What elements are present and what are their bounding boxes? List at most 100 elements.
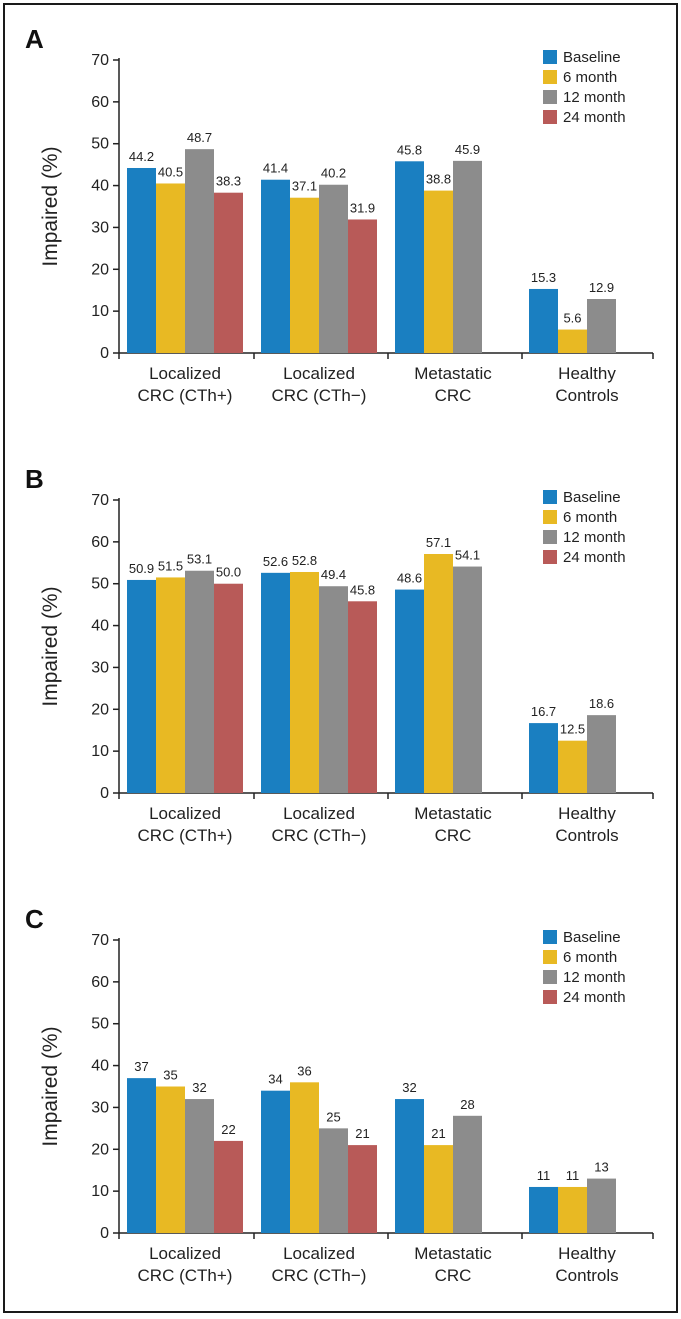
y-tick-label: 70 bbox=[91, 932, 109, 949]
data-label: 11 bbox=[566, 1168, 580, 1183]
y-tick-label: 20 bbox=[91, 701, 109, 718]
panel-letter: B bbox=[25, 464, 44, 494]
bar-24-month bbox=[214, 583, 243, 793]
y-tick-label: 70 bbox=[91, 52, 109, 69]
legend-label: 24 month bbox=[563, 109, 626, 126]
y-tick-label: 10 bbox=[91, 1183, 109, 1200]
data-label: 18.6 bbox=[589, 696, 614, 711]
legend-label: Baseline bbox=[563, 49, 621, 66]
data-label: 5.6 bbox=[563, 311, 581, 326]
category-label: Localized bbox=[149, 1244, 221, 1263]
bar-baseline bbox=[529, 723, 558, 793]
data-label: 34 bbox=[268, 1072, 282, 1087]
data-label: 37.1 bbox=[292, 179, 317, 194]
data-label: 15.3 bbox=[531, 270, 556, 285]
data-label: 35 bbox=[163, 1068, 177, 1083]
bar-6-month bbox=[558, 740, 587, 793]
category-label: Localized bbox=[283, 1244, 355, 1263]
category-label: CRC (CTh+) bbox=[138, 1266, 233, 1285]
bar-12-month bbox=[453, 566, 482, 793]
bar-24-month bbox=[348, 219, 377, 353]
y-tick-label: 40 bbox=[91, 178, 109, 195]
category-label: Localized bbox=[283, 804, 355, 823]
bar-12-month bbox=[453, 1115, 482, 1233]
data-label: 40.2 bbox=[321, 166, 346, 181]
y-tick-label: 50 bbox=[91, 1016, 109, 1033]
data-label: 41.4 bbox=[263, 161, 288, 176]
bar-12-month bbox=[587, 715, 616, 793]
y-tick-label: 20 bbox=[91, 261, 109, 278]
bar-baseline bbox=[261, 572, 290, 793]
data-label: 51.5 bbox=[158, 558, 183, 573]
legend-swatch bbox=[543, 50, 557, 64]
data-label: 37 bbox=[134, 1059, 148, 1074]
bar-12-month bbox=[319, 1128, 348, 1233]
data-label: 12.5 bbox=[560, 722, 585, 737]
data-label: 38.8 bbox=[426, 172, 451, 187]
chart-canvas: A Impaired (%) 0 10 20 30 40 50 60 70 44.2 40.5 48.7… bbox=[25, 24, 654, 1285]
data-label: 45.9 bbox=[455, 142, 480, 157]
legend-swatch bbox=[543, 510, 557, 524]
bar-12-month bbox=[185, 570, 214, 793]
data-label: 31.9 bbox=[350, 200, 375, 215]
data-label: 53.1 bbox=[187, 552, 212, 567]
bar-12-month bbox=[587, 299, 616, 353]
category-label: Controls bbox=[555, 1266, 618, 1285]
y-tick-label: 50 bbox=[91, 576, 109, 593]
data-label: 44.2 bbox=[129, 149, 154, 164]
legend-label: 12 month bbox=[563, 529, 626, 546]
data-label: 32 bbox=[192, 1080, 206, 1095]
category-label: Metastatic bbox=[414, 804, 492, 823]
data-label: 21 bbox=[431, 1126, 445, 1141]
figure: A Impaired (%) 0 10 20 30 40 50 60 70 44.2 40.5 48.7… bbox=[3, 3, 678, 1313]
bar-6-month bbox=[156, 183, 185, 353]
legend-swatch bbox=[543, 970, 557, 984]
data-label: 50.9 bbox=[129, 561, 154, 576]
bar-6-month bbox=[558, 329, 587, 353]
category-label: CRC (CTh+) bbox=[138, 386, 233, 405]
category-label: Metastatic bbox=[414, 1244, 492, 1263]
y-tick-label: 60 bbox=[91, 534, 109, 551]
bar-6-month bbox=[290, 1082, 319, 1233]
legend-swatch bbox=[543, 950, 557, 964]
legend-swatch bbox=[543, 990, 557, 1004]
category-label: Localized bbox=[283, 364, 355, 383]
bar-baseline bbox=[127, 1078, 156, 1233]
bar-6-month bbox=[290, 571, 319, 793]
y-tick-label: 0 bbox=[100, 345, 109, 362]
bar-12-month bbox=[587, 1178, 616, 1233]
category-label: Healthy bbox=[558, 804, 616, 823]
bar-6-month bbox=[424, 1145, 453, 1233]
bar-12-month bbox=[319, 184, 348, 353]
data-label: 45.8 bbox=[397, 142, 422, 157]
category-label: CRC (CTh−) bbox=[272, 386, 367, 405]
legend-label: 6 month bbox=[563, 509, 617, 526]
y-tick-label: 10 bbox=[91, 303, 109, 320]
y-tick-label: 40 bbox=[91, 618, 109, 635]
bar-6-month bbox=[424, 553, 453, 793]
category-label: CRC bbox=[435, 826, 472, 845]
bar-24-month bbox=[214, 192, 243, 353]
data-label: 52.8 bbox=[292, 553, 317, 568]
data-label: 25 bbox=[326, 1109, 340, 1124]
y-tick-label: 30 bbox=[91, 1099, 109, 1116]
legend-swatch bbox=[543, 90, 557, 104]
data-label: 28 bbox=[460, 1097, 474, 1112]
legend-swatch bbox=[543, 70, 557, 84]
category-label: CRC bbox=[435, 386, 472, 405]
y-tick-label: 30 bbox=[91, 219, 109, 236]
category-label: Localized bbox=[149, 364, 221, 383]
bar-24-month bbox=[348, 601, 377, 793]
y-tick-label: 30 bbox=[91, 659, 109, 676]
category-label: Localized bbox=[149, 804, 221, 823]
legend-label: Baseline bbox=[563, 489, 621, 506]
category-label: Healthy bbox=[558, 364, 616, 383]
legend-swatch bbox=[543, 530, 557, 544]
legend-label: 12 month bbox=[563, 89, 626, 106]
legend-label: 12 month bbox=[563, 969, 626, 986]
y-tick-label: 60 bbox=[91, 974, 109, 991]
bar-12-month bbox=[185, 1099, 214, 1233]
legend-label: 24 month bbox=[563, 549, 626, 566]
bar-12-month bbox=[453, 160, 482, 353]
y-tick-label: 40 bbox=[91, 1058, 109, 1075]
